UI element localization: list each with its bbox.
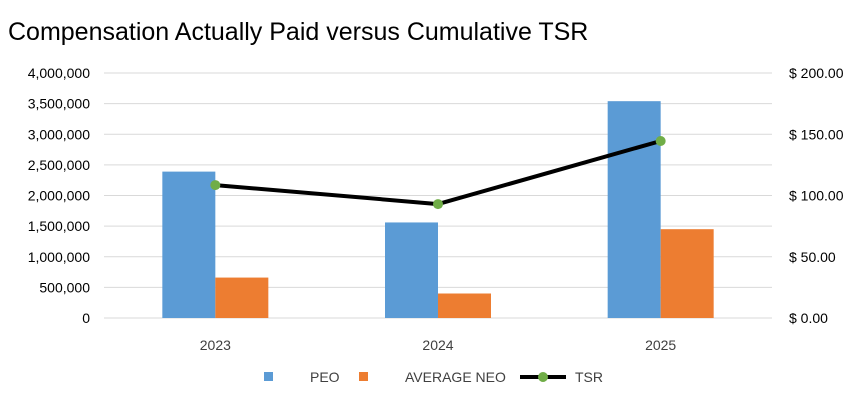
legend-swatch-average-neo	[359, 372, 368, 381]
left-tick-label: 2,500,000	[28, 157, 90, 173]
right-axis-ticks: $ 200.00 $ 150.00 $ 100.00 $ 50.00 $ 0.00	[789, 65, 844, 326]
tsr-series	[210, 135, 666, 210]
right-tick-label: $ 150.00	[789, 126, 844, 142]
category-label-2024: 2024	[422, 337, 453, 353]
left-axis-ticks: 4,000,000 3,500,000 3,000,000 2,500,000 2,00…	[28, 65, 91, 326]
right-tick-label: $ 50.00	[789, 249, 836, 265]
tsr-point-2025	[655, 135, 666, 146]
chart-title: Compensation Actually Paid versus Cumula…	[8, 18, 588, 46]
legend-swatch-peo	[264, 372, 273, 381]
left-tick-label: 500,000	[39, 279, 90, 295]
category-label-2025: 2025	[645, 337, 676, 353]
right-tick-label: $ 0.00	[789, 310, 828, 326]
bar-peo-2025	[607, 101, 661, 318]
bar-peo-2024	[385, 222, 438, 318]
bars	[162, 101, 714, 318]
bar-average-neo-2023	[215, 277, 269, 318]
legend-marker-tsr	[538, 372, 548, 382]
left-tick-label: 3,000,000	[28, 126, 90, 142]
legend: PEO AVERAGE NEO TSR	[264, 369, 603, 385]
legend-label-tsr: TSR	[575, 369, 603, 385]
left-tick-label: 4,000,000	[28, 65, 90, 81]
legend-label-peo: PEO	[310, 369, 340, 385]
right-tick-label: $ 100.00	[789, 188, 844, 204]
tsr-line	[215, 139, 662, 207]
bar-average-neo-2024	[438, 293, 491, 318]
left-tick-label: 0	[82, 310, 90, 326]
bar-average-neo-2025	[660, 229, 714, 318]
left-tick-label: 1,500,000	[28, 218, 90, 234]
left-tick-label: 1,000,000	[28, 249, 90, 265]
left-tick-label: 2,000,000	[28, 188, 90, 204]
tsr-point-2023	[210, 180, 221, 191]
legend-label-average-neo: AVERAGE NEO	[405, 369, 506, 385]
right-tick-label: $ 200.00	[789, 65, 844, 81]
tsr-point-2024	[433, 199, 443, 210]
category-labels: 2023 2024 2025	[200, 337, 677, 353]
bar-peo-2023	[162, 171, 216, 318]
category-label-2023: 2023	[200, 337, 231, 353]
left-tick-label: 3,500,000	[28, 96, 90, 112]
